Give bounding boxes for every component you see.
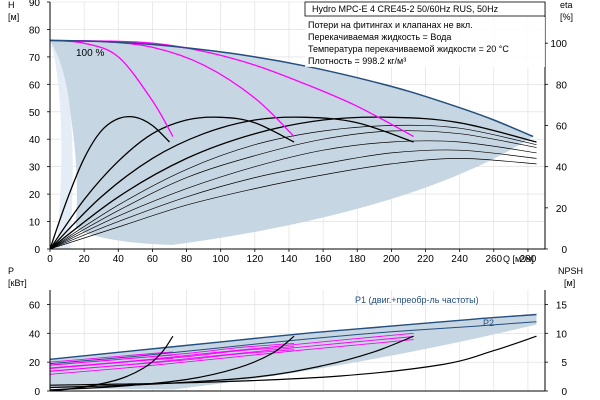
efficiency-curve-1 [50,115,170,249]
npsh-curve-3 [50,335,414,389]
power-envelope-area [50,314,537,390]
power-axis-label: P [8,266,14,276]
head-curves [50,39,537,249]
npsh-tick-10: 10 [556,329,568,340]
y-tick-20: 20 [29,190,41,201]
npsh-axis-unit: [м] [564,278,575,288]
y-tick-60: 60 [29,80,41,91]
eta-tick-20: 20 [556,204,568,215]
p-tick-60: 60 [29,300,41,311]
eta-tick-60: 60 [556,122,568,133]
note-losses: Потери на фитингах и клапанах не вкл. [308,20,473,30]
y-tick-40: 40 [29,135,41,146]
npsh-curve-1 [50,335,174,391]
power-curve-3-2 [50,339,414,375]
x-tick-240: 240 [451,254,468,265]
power-panel: 0 20 40 60 0 5 10 15 P [кВт] NPSH [м] P1 (двиг.… [8,266,583,398]
p2-curve [50,321,537,365]
note-liquid: Перекачиваемая жидкость = Вода [308,32,451,42]
reduced-speed-curve-2 [50,140,537,249]
x-tick-180: 180 [349,254,366,265]
x-tick-260: 260 [485,254,502,265]
npsh-curve-2 [50,335,295,391]
x-tick-200: 200 [383,254,400,265]
x-tick-220: 220 [417,254,434,265]
npsh-tick-0: 0 [561,387,567,398]
power-curve-1-0 [50,351,173,363]
efficiency-curve-3 [50,116,414,249]
p-tick-20: 20 [29,358,41,369]
reduced-speed-curve-1 [50,130,537,249]
p-tick-40: 40 [29,329,41,340]
title-box [304,1,546,17]
y-tick-0: 0 [34,245,40,256]
power-curves [50,313,537,391]
y-tick-10: 10 [29,218,41,229]
x-tick-0: 0 [47,254,53,265]
x-tick-100: 100 [212,254,229,265]
x-tick-160: 160 [315,254,332,265]
power-curve-3-1 [50,336,414,372]
p2-series-label: P2 [483,318,494,328]
envelope-area [50,40,534,245]
x-tick-140: 140 [281,254,298,265]
npsh-tick-15: 15 [556,300,568,311]
power-curve-3-0 [50,332,414,369]
note-temperature: Температура перекачиваемой жидкости = 20… [308,44,509,54]
speed-label: 100 % [76,48,104,59]
note-density: Плотность = 998.2 кг/м³ [308,56,406,66]
reduced-speed-curve-3 [50,149,537,249]
eta-axis-label: eta [560,0,573,10]
x-tick-80: 80 [181,254,193,265]
npsh-axis-label: NPSH [558,266,583,276]
x-tick-40: 40 [113,254,125,265]
efficiency-curve-2 [50,116,295,249]
y-tick-80: 80 [29,25,41,36]
power-curve-2-0 [50,342,295,366]
x-tick-20: 20 [79,254,91,265]
y-tick-90: 90 [29,0,41,9]
eta-tick-80: 80 [556,80,568,91]
power-axis-unit: [кВт] [8,278,27,288]
p1-series-label: P1 (двиг.+преобр-ль частоты) [355,295,479,305]
p1-curve [50,313,537,360]
eta-axis-unit: [%] [560,12,573,22]
x-tick-60: 60 [147,254,159,265]
p-tick-0: 0 [34,387,40,398]
x-tick-280: 280 [520,254,537,265]
operating-envelope [50,40,534,249]
eta-tick-40: 40 [556,163,568,174]
head-panel: 0 20 40 60 80 100 120 140 160 180 200 220 240 260 2800… [8,0,573,391]
reduced-speed-curve-4 [50,158,537,249]
power-axes: 0 20 40 60 0 5 10 15 [29,290,568,398]
power-envelope [50,314,537,390]
npsh-curve-4 [50,335,537,386]
chart-title: Hydro MPC-E 4 CRE45-2 50/60Hz RUS, 50Hz [312,4,499,14]
x-tick-120: 120 [246,254,263,265]
eta-tick-100: 100 [550,39,567,50]
info-box: Hydro MPC-E 4 CRE45-2 50/60Hz RUS, 50Hz … [304,1,546,67]
y-tick-30: 30 [29,163,41,174]
head-axis-unit: [м] [8,12,19,22]
head-axis-label: H [8,0,15,10]
eta-tick-0: 0 [561,245,567,256]
npsh-tick-5: 5 [561,358,567,369]
y-tick-70: 70 [29,53,41,64]
flow-axis-label: Q [м³/ч] [503,254,534,264]
envelope-light-area [50,40,73,249]
y-tick-50: 50 [29,108,41,119]
head-axes: 0 20 40 60 80 100 120 140 160 180 200 220 240 260 2800… [29,0,568,265]
notes-box [305,17,545,67]
